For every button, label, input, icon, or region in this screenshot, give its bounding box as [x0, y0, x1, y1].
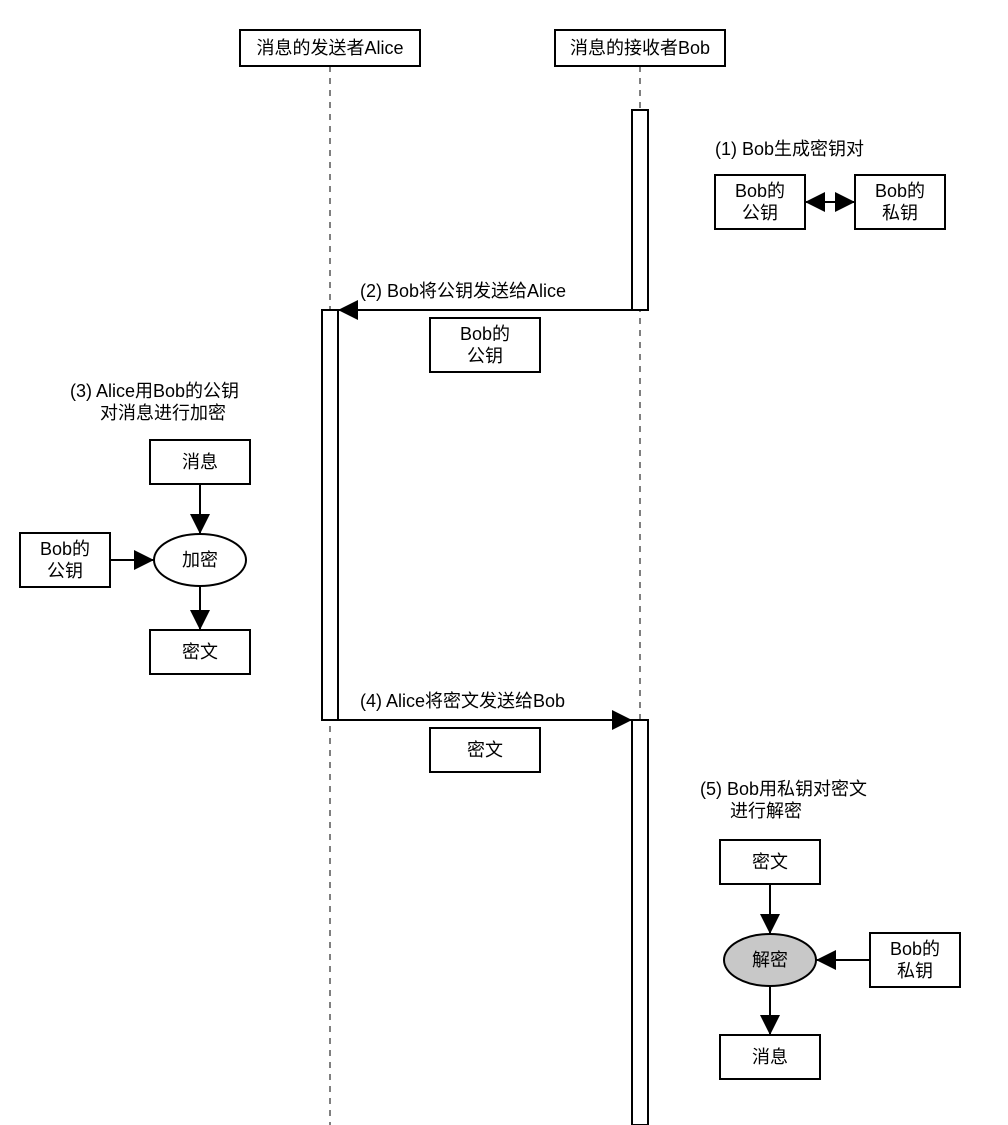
step1-caption: (1) Bob生成密钥对: [715, 139, 864, 159]
svg-text:公钥: 公钥: [742, 203, 778, 223]
svg-text:私钥: 私钥: [882, 203, 918, 223]
svg-text:Bob的: Bob的: [735, 181, 785, 201]
svg-text:Bob的: Bob的: [875, 181, 925, 201]
activation-bob-1: [632, 110, 648, 310]
step2-payload-box: Bob的 公钥: [430, 318, 540, 372]
step4-caption: (4) Alice将密文发送给Bob: [360, 691, 565, 711]
step4-payload-box: 密文: [430, 728, 540, 772]
step3-caption-line2: 对消息进行加密: [100, 403, 226, 423]
svg-text:公钥: 公钥: [467, 346, 503, 366]
step3-key-box: Bob的 公钥: [20, 533, 110, 587]
svg-text:消息: 消息: [182, 452, 218, 472]
svg-text:Bob的: Bob的: [460, 324, 510, 344]
step5-cipher-box: 密文: [720, 840, 820, 884]
svg-text:私钥: 私钥: [897, 961, 933, 981]
step1-pubkey-box: Bob的 公钥: [715, 175, 805, 229]
sequence-diagram: 消息的发送者Alice 消息的接收者Bob (1) Bob生成密钥对 Bob的 …: [0, 0, 1008, 1125]
step5-message-box: 消息: [720, 1035, 820, 1079]
step5-key-box: Bob的 私钥: [870, 933, 960, 987]
svg-text:消息的发送者Alice: 消息的发送者Alice: [256, 38, 403, 58]
step3-cipher-box: 密文: [150, 630, 250, 674]
svg-text:公钥: 公钥: [47, 561, 83, 581]
actor-bob: 消息的接收者Bob: [555, 30, 725, 66]
svg-text:消息的接收者Bob: 消息的接收者Bob: [570, 38, 710, 58]
activation-alice: [322, 310, 338, 720]
svg-text:加密: 加密: [182, 550, 218, 570]
actor-alice: 消息的发送者Alice: [240, 30, 420, 66]
svg-text:消息: 消息: [752, 1047, 788, 1067]
step3-message-box: 消息: [150, 440, 250, 484]
svg-text:密文: 密文: [182, 642, 218, 662]
step3-caption-line1: (3) Alice用Bob的公钥: [70, 381, 239, 401]
step5-caption-line1: (5) Bob用私钥对密文: [700, 779, 867, 799]
step1-privkey-box: Bob的 私钥: [855, 175, 945, 229]
step5-caption-line2: 进行解密: [730, 801, 802, 821]
activation-bob-2: [632, 720, 648, 1125]
svg-text:Bob的: Bob的: [40, 539, 90, 559]
step2-caption: (2) Bob将公钥发送给Alice: [360, 281, 566, 301]
step5-decrypt-oval: 解密: [724, 934, 816, 986]
svg-text:Bob的: Bob的: [890, 939, 940, 959]
svg-text:密文: 密文: [467, 740, 503, 760]
step3-encrypt-oval: 加密: [154, 534, 246, 586]
svg-text:密文: 密文: [752, 852, 788, 872]
svg-text:解密: 解密: [752, 950, 788, 970]
